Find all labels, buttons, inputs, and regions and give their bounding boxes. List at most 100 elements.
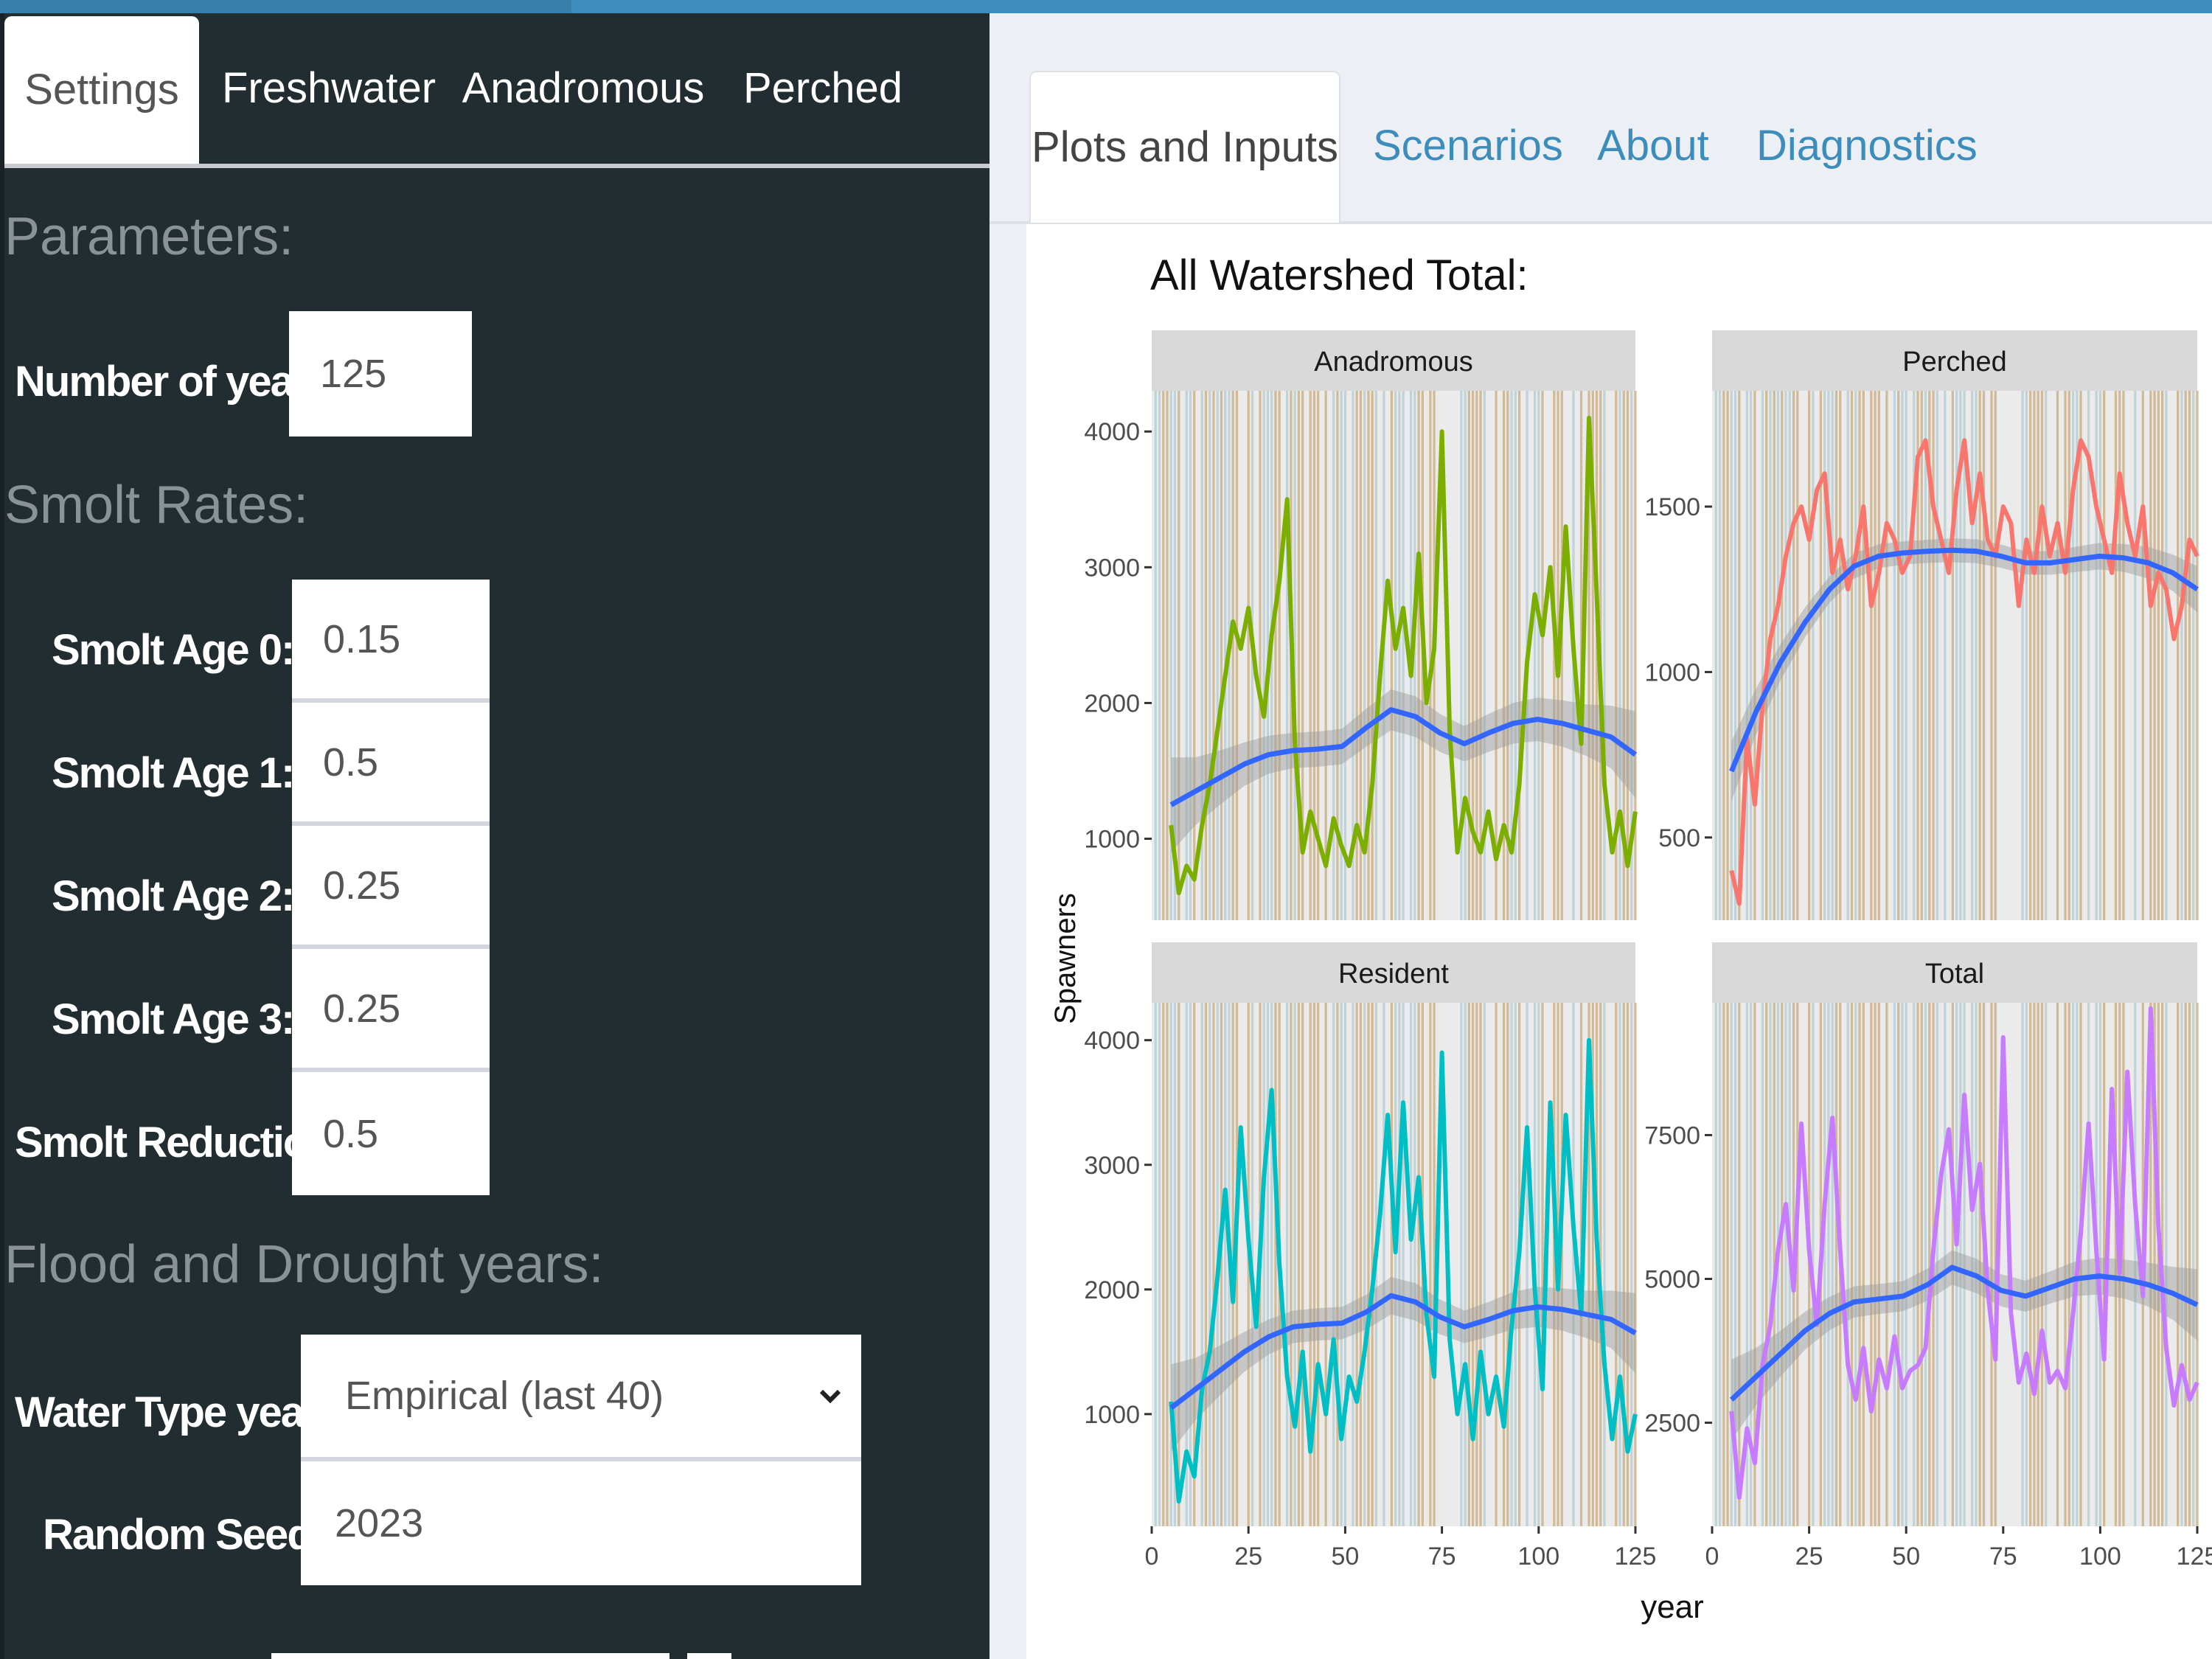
drought-year-bar [1158,391,1161,920]
flood-year-bar [2103,391,2106,920]
tab-scenarios[interactable]: Scenarios [1373,122,1563,170]
drought-year-bar [2025,1003,2028,1526]
drought-year-bar [1618,1003,1621,1526]
drought-year-bar [1464,1003,1467,1526]
drought-year-bar [1935,1003,1938,1526]
drought-year-bar [1343,391,1347,920]
flood-year-bar [1231,391,1234,920]
flood-year-bar [2029,391,2032,920]
facet-strip [1712,330,2197,391]
tab-anadromous[interactable]: Anadromous [462,64,705,112]
x-tick-label: 50 [1892,1543,1920,1571]
drought-year-bar [1630,1003,1633,1526]
smolt-age-1-input[interactable]: 0.5 [292,703,490,826]
drought-year-bar [1784,1003,1787,1526]
flood-year-bar [1355,1003,1358,1526]
drought-year-bar [2071,1003,2075,1526]
y-tick-label: 2000 [1084,1276,1140,1304]
flood-year-bar [1870,1003,1873,1526]
drought-year-bar [1460,391,1463,920]
flood-year-bar [1978,1003,1981,1526]
drought-year-bar [1169,1003,1172,1526]
flood-year-bar [1622,1003,1625,1526]
y-tick-label: 7500 [1644,1121,1700,1150]
flood-year-bar [2184,391,2187,920]
tab-about[interactable]: About [1597,122,1709,170]
flood-year-bar [1839,391,1842,920]
next-checkbox-edge [687,1653,731,1659]
smolt-age-0-input[interactable]: 0.15 [292,580,490,703]
flood-year-bar [2103,1003,2106,1526]
drought-year-bar [1224,1003,1227,1526]
smolt-reduction-input[interactable]: 0.5 [292,1072,490,1195]
drought-year-bar [1402,1003,1405,1526]
drought-year-bar [1158,1003,1161,1526]
flood-year-bar [1220,391,1223,920]
drought-year-bar [1169,391,1172,920]
y-tick-label: 2000 [1084,689,1140,717]
drought-year-bar [1846,1003,1849,1526]
flood-year-bar [2122,1003,2125,1526]
flood-year-bar [2114,1003,2118,1526]
drought-year-bar [1394,1003,1397,1526]
flood-year-bar [1870,391,1873,920]
flood-year-bar [2177,391,2180,920]
drought-year-bar [1533,391,1537,920]
drought-year-bar [1460,1003,1463,1526]
flood-year-bar [1259,391,1262,920]
flood-year-bar [1162,391,1165,920]
flood-year-bar [2196,391,2199,920]
flood-year-bar [1506,391,1509,920]
drought-year-bar [1823,391,1826,920]
x-tick-label: 75 [1989,1543,2017,1571]
smolt-age-3-input[interactable]: 0.25 [292,949,490,1072]
drought-year-bar [1745,1003,1749,1526]
water-type-select[interactable]: Empirical (last 40) [301,1335,861,1461]
drought-year-bar [1963,391,1966,920]
drought-year-bar [1286,1003,1289,1526]
section-flood-drought: Flood and Drought years: [4,1235,604,1294]
drought-year-bar [1603,391,1606,920]
drought-year-bar [2134,391,2137,920]
flood-year-bar [2149,1003,2152,1526]
tab-settings[interactable]: Settings [4,16,199,164]
tab-perched[interactable]: Perched [742,64,903,112]
drought-year-bar [1537,391,1540,920]
tab-plots-and-inputs[interactable]: Plots and Inputs [1029,71,1340,223]
flood-year-bar [2141,391,2144,920]
flood-year-bar [2040,391,2044,920]
label-random-seed: Random Seed: [43,1511,326,1559]
drought-year-bar [1959,391,1962,920]
flood-year-bar [1885,1003,1888,1526]
flood-year-bar [1274,1003,1277,1526]
flood-year-bar [1928,1003,1931,1526]
flood-year-bar [2067,1003,2070,1526]
drought-year-bar [1924,391,1927,920]
flood-year-bar [2149,391,2152,920]
drought-year-bar [1718,1003,1722,1526]
flood-year-bar [1591,391,1594,920]
number-of-years-input[interactable]: 125 [289,311,472,437]
flood-year-bar [1978,391,1981,920]
drought-year-bar [1189,391,1192,920]
flood-year-bar [1726,1003,1729,1526]
drought-year-bar [1730,391,1733,920]
random-seed-input[interactable]: 2023 [301,1461,861,1585]
tab-diagnostics[interactable]: Diagnostics [1756,122,1978,170]
flood-year-bar [1467,1003,1470,1526]
drought-year-bar [1382,1003,1385,1526]
drought-year-bar [1905,1003,1907,1526]
flood-year-bar [1433,1003,1436,1526]
label-smolt-age-2: Smolt Age 2: [52,872,295,920]
smolt-age-2-input[interactable]: 0.25 [292,826,490,949]
flood-year-bar [1990,1003,1993,1526]
drought-year-bar [1944,1003,1947,1526]
sidebar-tabs: Settings Freshwater Anadromous Perched [4,13,994,168]
flood-year-bar [1166,1003,1169,1526]
drought-year-bar [2098,391,2102,920]
flood-year-bar [1479,1003,1482,1526]
flood-year-bar [1166,391,1169,920]
tab-freshwater[interactable]: Freshwater [221,64,437,112]
flood-year-bar [1753,1003,1756,1526]
flood-year-bar [1626,1003,1630,1526]
